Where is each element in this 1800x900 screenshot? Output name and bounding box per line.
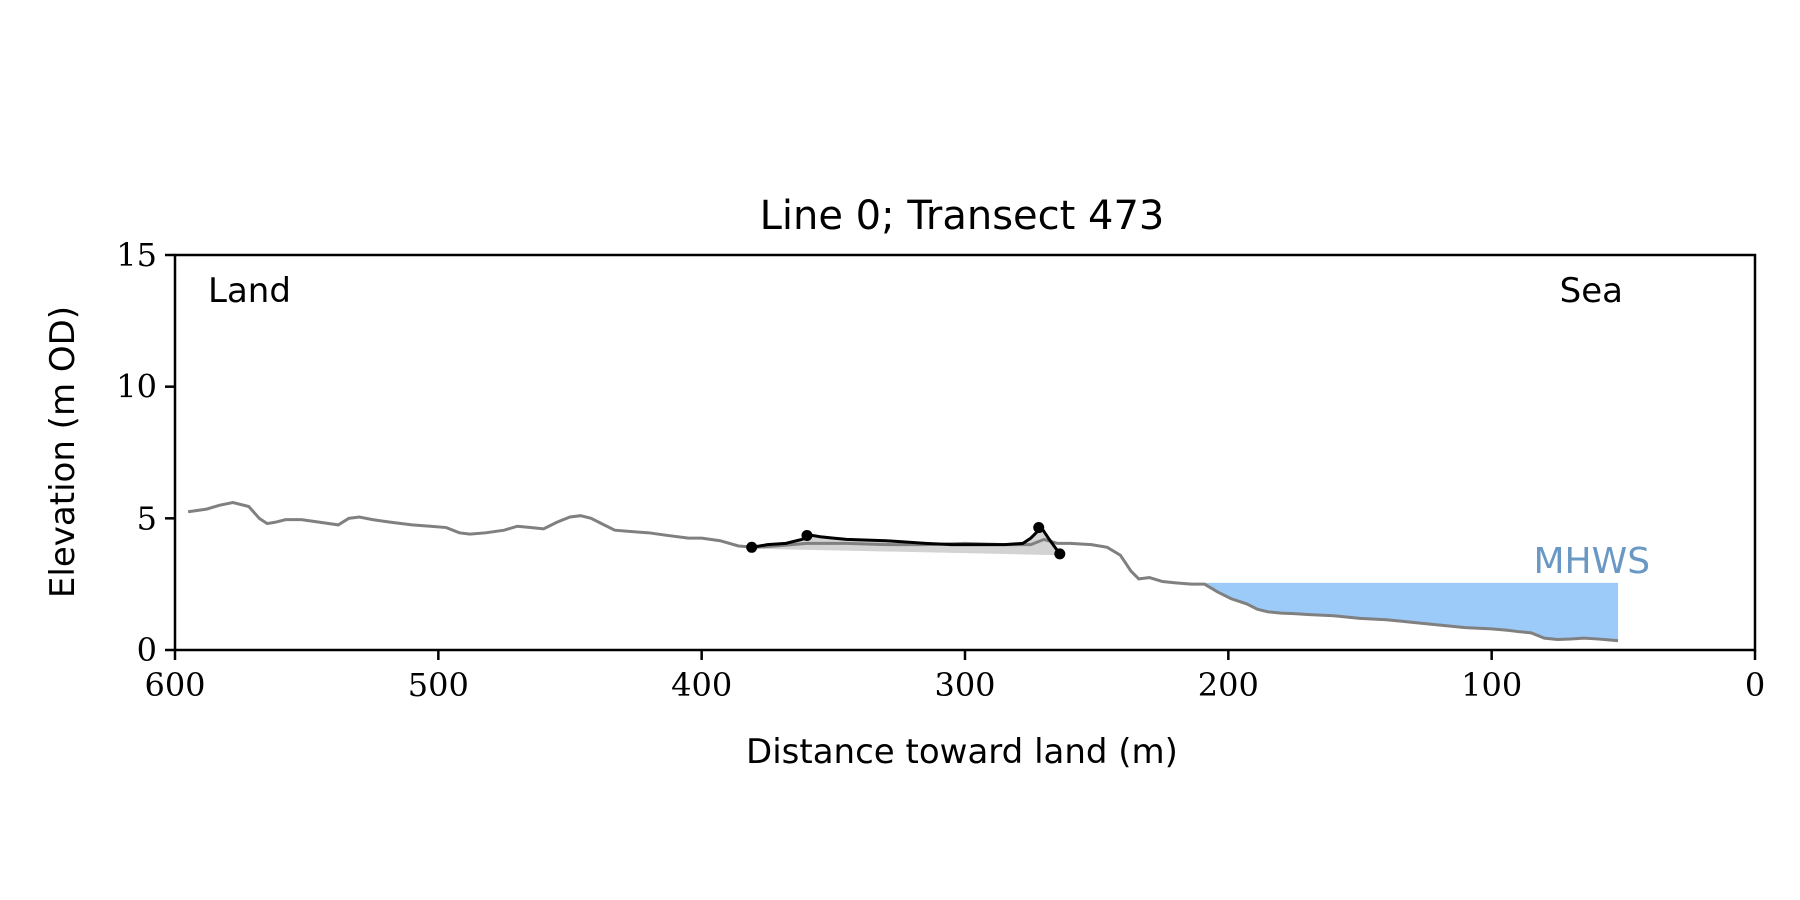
x-tick-label: 400 [671, 666, 732, 704]
x-tick-label: 300 [934, 666, 995, 704]
chart-title: Line 0; Transect 473 [760, 193, 1165, 239]
profile-line [187, 500, 1619, 643]
y-tick-label: 0 [137, 631, 157, 669]
x-tick-label: 200 [1198, 666, 1259, 704]
feature-line [751, 525, 1062, 555]
x-tick-label: 600 [144, 666, 205, 704]
feature-fill [751, 527, 1060, 556]
x-tick-label: 500 [408, 666, 469, 704]
mhws-label: MHWS [1533, 541, 1650, 582]
x-axis-label: Distance toward land (m) [746, 732, 1178, 772]
sea-mhws-fill [1204, 582, 1619, 641]
y-axis-label: Elevation (m OD) [43, 306, 83, 598]
corner-label-sea: Sea [1560, 271, 1623, 311]
axis-ticks: 600 500 400 300 200 100 0 0 5 10 15 [116, 236, 1765, 704]
plot-area [187, 500, 1619, 643]
x-tick-label: 100 [1461, 666, 1522, 704]
y-tick-label: 5 [137, 499, 157, 537]
feature-marker [1054, 548, 1066, 560]
y-tick-label: 15 [116, 236, 157, 274]
x-tick-label: 0 [1745, 666, 1765, 704]
y-tick-label: 10 [116, 368, 157, 406]
feature-marker [801, 529, 813, 541]
feature-marker [1033, 522, 1045, 534]
corner-label-land: Land [208, 271, 291, 311]
feature-marker [746, 541, 758, 553]
